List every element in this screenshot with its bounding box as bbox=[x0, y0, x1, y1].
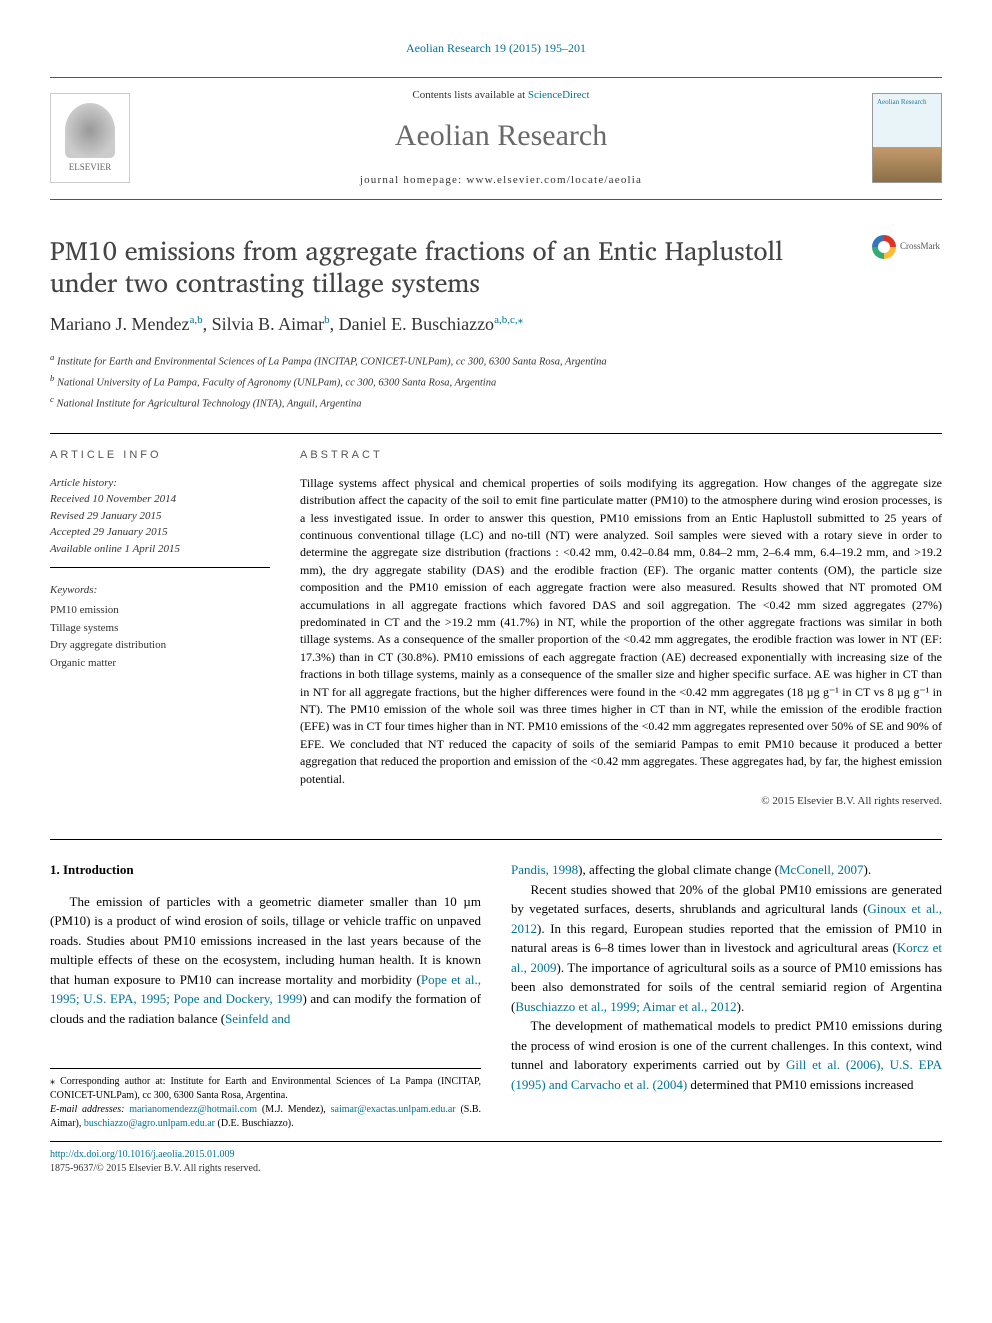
body-column-right: Pandis, 1998), affecting the global clim… bbox=[511, 860, 942, 1131]
email-link-1[interactable]: marianomendezz@hotmail.com bbox=[129, 1104, 257, 1115]
intro-paragraph-1-cont: Pandis, 1998), affecting the global clim… bbox=[511, 860, 942, 880]
crossmark-badge[interactable]: CrossMark bbox=[872, 235, 942, 259]
keyword-4: Organic matter bbox=[50, 655, 270, 673]
intro-paragraph-1: The emission of particles with a geometr… bbox=[50, 892, 481, 1029]
intro-paragraph-3: The development of mathematical models t… bbox=[511, 1016, 942, 1094]
article-info-label: ARTICLE INFO bbox=[50, 448, 270, 463]
homepage-url[interactable]: www.elsevier.com/locate/aeolia bbox=[466, 174, 642, 186]
affiliations: a Institute for Earth and Environmental … bbox=[50, 351, 942, 413]
journal-cover-thumbnail[interactable]: Aeolian Research bbox=[872, 93, 942, 183]
contents-line: Contents lists available at ScienceDirec… bbox=[412, 88, 589, 103]
citation-link[interactable]: Buschiazzo et al., 1999; Aimar et al., 2… bbox=[515, 999, 736, 1014]
email-label: E-mail addresses: bbox=[50, 1104, 129, 1115]
section-heading-introduction: 1. Introduction bbox=[50, 860, 481, 880]
sciencedirect-link[interactable]: ScienceDirect bbox=[528, 89, 590, 101]
elsevier-label: ELSEVIER bbox=[69, 161, 112, 174]
corresponding-author-note: ⁎ Corresponding author at: Institute for… bbox=[50, 1075, 481, 1103]
keyword-1: PM10 emission bbox=[50, 602, 270, 620]
history-revised: Revised 29 January 2015 bbox=[50, 508, 270, 525]
author-2-aff: b bbox=[324, 314, 330, 326]
history-accepted: Accepted 29 January 2015 bbox=[50, 524, 270, 541]
corresponding-star[interactable]: ⁎ bbox=[518, 314, 524, 326]
body-column-left: 1. Introduction The emission of particle… bbox=[50, 860, 481, 1131]
issn-copyright-line: 1875-9637/© 2015 Elsevier B.V. All right… bbox=[50, 1162, 942, 1176]
citation-link[interactable]: Pandis, 1998 bbox=[511, 862, 578, 877]
author-2-name: Silvia B. Aimar bbox=[212, 314, 325, 334]
cover-title: Aeolian Research bbox=[877, 98, 937, 108]
article-history: Article history: Received 10 November 20… bbox=[50, 475, 270, 569]
elsevier-logo[interactable]: ELSEVIER bbox=[50, 93, 130, 183]
citation-link[interactable]: Seinfeld and bbox=[225, 1011, 290, 1026]
article-title: PM10 emissions from aggregate fractions … bbox=[50, 235, 852, 300]
journal-name: Aeolian Research bbox=[395, 115, 607, 157]
elsevier-tree-icon bbox=[65, 103, 115, 158]
email-link-2[interactable]: saimar@exactas.unlpam.edu.ar bbox=[331, 1104, 456, 1115]
history-online: Available online 1 April 2015 bbox=[50, 541, 270, 558]
journal-header-bar: ELSEVIER Contents lists available at Sci… bbox=[50, 77, 942, 200]
author-1-aff: a,b bbox=[189, 314, 202, 326]
email-addresses: E-mail addresses: marianomendezz@hotmail… bbox=[50, 1103, 481, 1131]
history-label: Article history: bbox=[50, 475, 270, 492]
keywords-block: Keywords: PM10 emission Tillage systems … bbox=[50, 582, 270, 672]
authors-line: Mariano J. Mendeza,b, Silvia B. Aimarb, … bbox=[50, 312, 942, 337]
abstract-column: ABSTRACT Tillage systems affect physical… bbox=[300, 448, 942, 810]
abstract-text: Tillage systems affect physical and chem… bbox=[300, 475, 942, 788]
citation-link[interactable]: McConell, 2007 bbox=[779, 862, 864, 877]
contents-prefix: Contents lists available at bbox=[412, 89, 527, 101]
author-3-name: Daniel E. Buschiazzo bbox=[339, 314, 494, 334]
keywords-label: Keywords: bbox=[50, 582, 270, 600]
homepage-prefix: journal homepage: bbox=[360, 174, 467, 186]
doi-link[interactable]: http://dx.doi.org/10.1016/j.aeolia.2015.… bbox=[50, 1149, 235, 1160]
page-footer: http://dx.doi.org/10.1016/j.aeolia.2015.… bbox=[50, 1141, 942, 1176]
abstract-copyright: © 2015 Elsevier B.V. All rights reserved… bbox=[300, 794, 942, 809]
footnotes: ⁎ Corresponding author at: Institute for… bbox=[50, 1068, 481, 1131]
divider bbox=[50, 433, 942, 434]
author-3-aff: a,b,c, bbox=[494, 314, 518, 326]
affiliation-c: c National Institute for Agricultural Te… bbox=[50, 393, 942, 412]
keyword-2: Tillage systems bbox=[50, 620, 270, 638]
section-divider bbox=[50, 839, 942, 840]
intro-paragraph-2: Recent studies showed that 20% of the gl… bbox=[511, 880, 942, 1017]
author-1-name: Mariano J. Mendez bbox=[50, 314, 189, 334]
homepage-line: journal homepage: www.elsevier.com/locat… bbox=[360, 173, 642, 188]
affiliation-b: b National University of La Pampa, Facul… bbox=[50, 372, 942, 391]
crossmark-label: CrossMark bbox=[900, 240, 940, 253]
history-received: Received 10 November 2014 bbox=[50, 491, 270, 508]
email-link-3[interactable]: buschiazzo@agro.unlpam.edu.ar bbox=[84, 1118, 215, 1129]
abstract-label: ABSTRACT bbox=[300, 448, 942, 463]
header-citation: Aeolian Research 19 (2015) 195–201 bbox=[50, 40, 942, 57]
article-info-column: ARTICLE INFO Article history: Received 1… bbox=[50, 448, 270, 810]
crossmark-icon bbox=[872, 235, 896, 259]
keyword-3: Dry aggregate distribution bbox=[50, 637, 270, 655]
affiliation-a: a Institute for Earth and Environmental … bbox=[50, 351, 942, 370]
